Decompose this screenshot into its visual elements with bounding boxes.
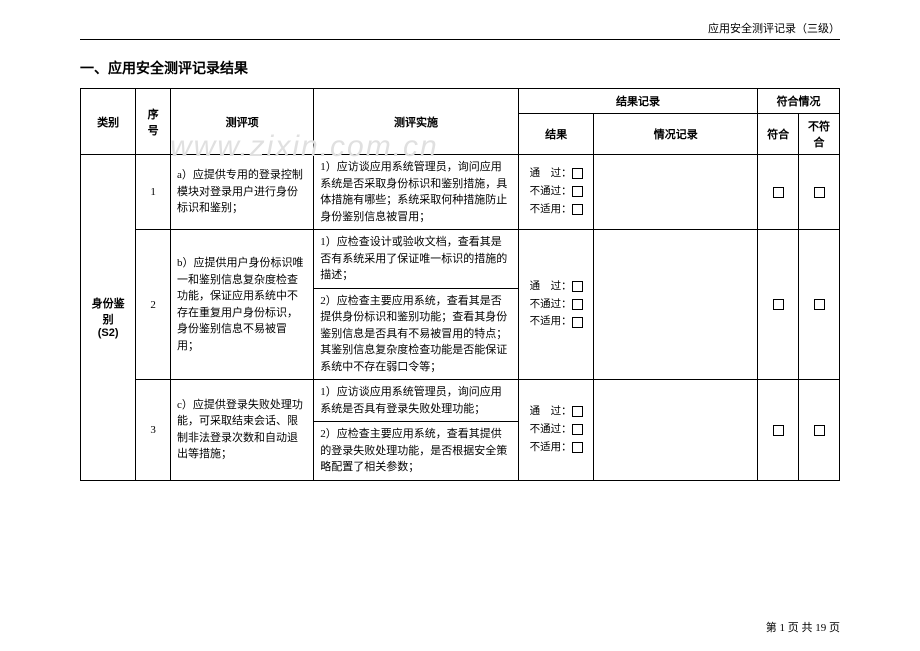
item-cell: b）应提供用户身份标识唯一和鉴别信息复杂度检查功能，保证应用系统中不存在重复用户… [171, 230, 314, 380]
th-result: 结果 [518, 114, 594, 155]
th-situation: 情况记录 [594, 114, 758, 155]
th-category: 类别 [81, 89, 136, 155]
th-nonconform: 不符合 [799, 114, 840, 155]
th-compliance: 符合情况 [758, 89, 840, 114]
conform-cell [758, 230, 799, 380]
situation-cell [594, 230, 758, 380]
item-cell: a）应提供专用的登录控制模块对登录用户进行身份标识和鉴别； [171, 155, 314, 230]
th-conform: 符合 [758, 114, 799, 155]
category-cell: 身份鉴别(S2) [81, 155, 136, 481]
situation-cell [594, 155, 758, 230]
conform-cell [758, 380, 799, 481]
evaluation-table: 类别 序号 测评项 测评实施 结果记录 符合情况 结果 情况记录 符合 不符合 … [80, 88, 840, 481]
item-cell: c）应提供登录失败处理功能，可采取结束会话、限制非法登录次数和自动退出等措施； [171, 380, 314, 481]
impl-cell: 1）应检查设计或验收文档，查看其是否有系统采用了保证唯一标识的措施的描述； [314, 230, 519, 289]
nonconform-cell [799, 155, 840, 230]
document-page: 应用安全测评记录（三级） 一、应用安全测评记录结果 类别 序号 测评项 测评实施… [0, 0, 920, 481]
impl-cell: 1）应访谈应用系统管理员，询问应用系统是否具有登录失败处理功能； [314, 380, 519, 422]
result-cell: 通 过：不通过：不适用： [518, 380, 594, 481]
impl-cell: 1）应访谈应用系统管理员，询问应用系统是否采取身份标识和鉴别措施，具体措施有哪些… [314, 155, 519, 230]
impl-cell: 2）应检查主要应用系统，查看其提供的登录失败处理功能，是否根据安全策略配置了相关… [314, 422, 519, 481]
th-number: 序号 [136, 89, 171, 155]
page-footer: 第 1 页 共 19 页 [766, 619, 840, 635]
header-right-text: 应用安全测评记录（三级） [80, 20, 840, 40]
table-row: 2b）应提供用户身份标识唯一和鉴别信息复杂度检查功能，保证应用系统中不存在重复用… [81, 230, 840, 289]
th-item: 测评项 [171, 89, 314, 155]
num-cell: 1 [136, 155, 171, 230]
impl-cell: 2）应检查主要应用系统，查看其是否提供身份标识和鉴别功能；查看其身份鉴别信息是否… [314, 288, 519, 380]
table-body: 身份鉴别(S2)1a）应提供专用的登录控制模块对登录用户进行身份标识和鉴别；1）… [81, 155, 840, 481]
section-title: 一、应用安全测评记录结果 [80, 58, 840, 78]
th-result-record: 结果记录 [518, 89, 757, 114]
th-impl: 测评实施 [314, 89, 519, 155]
conform-cell [758, 155, 799, 230]
table-row: 3c）应提供登录失败处理功能，可采取结束会话、限制非法登录次数和自动退出等措施；… [81, 380, 840, 422]
result-cell: 通 过：不通过：不适用： [518, 155, 594, 230]
table-row: 身份鉴别(S2)1a）应提供专用的登录控制模块对登录用户进行身份标识和鉴别；1）… [81, 155, 840, 230]
result-cell: 通 过：不通过：不适用： [518, 230, 594, 380]
num-cell: 3 [136, 380, 171, 481]
nonconform-cell [799, 380, 840, 481]
nonconform-cell [799, 230, 840, 380]
num-cell: 2 [136, 230, 171, 380]
situation-cell [594, 380, 758, 481]
